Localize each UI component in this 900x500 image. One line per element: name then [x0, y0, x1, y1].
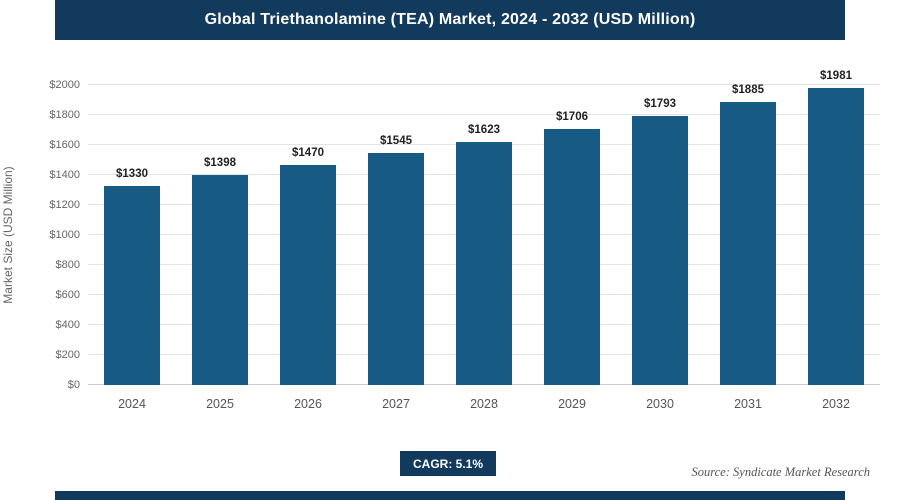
bar-value-label: $1330 — [116, 167, 148, 180]
chart-title-bar: Global Triethanolamine (TEA) Market, 202… — [55, 0, 845, 40]
y-axis-title: Market Size (USD Million) — [1, 166, 15, 304]
x-tick-label: 2025 — [206, 397, 234, 411]
bar: $1330 — [104, 168, 160, 385]
bar-group: $1545 2027 — [352, 85, 440, 411]
bar-value-label: $1470 — [292, 146, 324, 159]
bar-group: $1885 2031 — [704, 84, 792, 411]
y-tick-label: $600 — [55, 289, 80, 301]
bar: $1398 — [192, 157, 248, 385]
y-tick-label: $400 — [55, 319, 80, 331]
bar-value-label: $1981 — [820, 69, 852, 82]
bottom-accent-bar — [55, 491, 845, 500]
y-tick-label: $2000 — [49, 79, 80, 91]
bar-value-label: $1398 — [204, 157, 236, 170]
x-tick-label: 2029 — [558, 397, 586, 411]
bar-group: $1706 2029 — [528, 85, 616, 411]
bar: $1981 — [808, 70, 864, 385]
bar: $1885 — [720, 84, 776, 385]
bar-group: $1470 2026 — [264, 85, 352, 411]
bar-value-label: $1706 — [556, 111, 588, 124]
x-tick-label: 2024 — [118, 397, 146, 411]
bar: $1623 — [456, 124, 512, 385]
y-tick-label: $800 — [55, 259, 80, 271]
x-tick-label: 2028 — [470, 397, 498, 411]
bar-value-label: $1623 — [468, 123, 500, 136]
cagr-badge: CAGR: 5.1% — [400, 451, 497, 476]
source-note: Source: Syndicate Market Research — [691, 465, 870, 479]
y-tick-label: $1000 — [49, 229, 80, 241]
bar-value-label: $1545 — [380, 135, 412, 148]
bar: $1545 — [368, 135, 424, 385]
y-tick-label: $200 — [55, 349, 80, 361]
bar-group: $1623 2028 — [440, 85, 528, 411]
bar-group: $1330 2024 — [88, 85, 176, 411]
x-tick-label: 2026 — [294, 397, 322, 411]
y-tick-label: $1200 — [49, 199, 80, 211]
bar-group: $1793 2030 — [616, 85, 704, 411]
y-tick-label: $1800 — [49, 109, 80, 121]
gridline — [88, 114, 880, 115]
y-tick-label: $1400 — [49, 169, 80, 181]
y-tick-label: $0 — [67, 379, 80, 391]
x-tick-label: 2032 — [822, 397, 850, 411]
x-tick-label: 2031 — [734, 397, 762, 411]
chart-title: Global Triethanolamine (TEA) Market, 202… — [204, 11, 696, 28]
plot-area: $0 $200 $400 $600 $800 $1000 $1200 $1400 $1600 $1… — [49, 70, 880, 411]
bar: $1470 — [280, 147, 336, 385]
bar-value-label: $1885 — [732, 84, 764, 97]
gridline — [88, 84, 880, 85]
bar: $1793 — [632, 98, 688, 385]
bar: $1706 — [544, 111, 600, 385]
x-tick-label: 2027 — [382, 397, 410, 411]
y-tick-label: $1600 — [49, 139, 80, 151]
x-tick-label: 2030 — [646, 397, 674, 411]
bar-value-label: $1793 — [644, 98, 676, 111]
bar-group: $1981 2032 — [792, 70, 880, 411]
bar-group: $1398 2025 — [176, 85, 264, 411]
